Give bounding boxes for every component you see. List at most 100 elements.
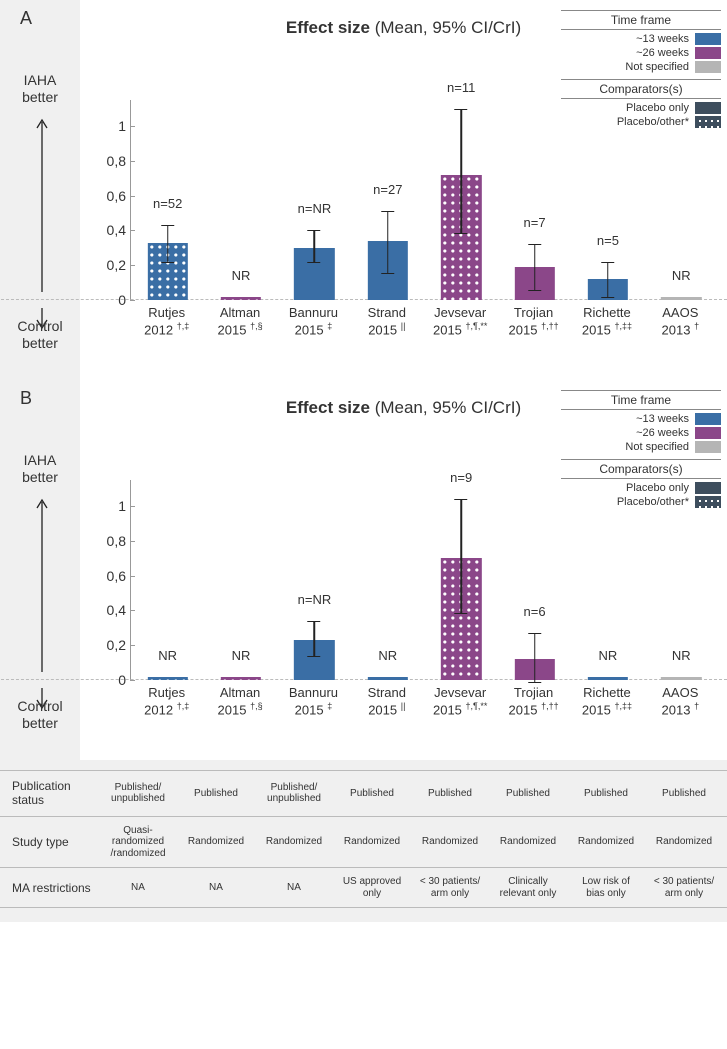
y-tick: 0 <box>91 292 126 308</box>
table-cell: Randomized <box>333 836 411 848</box>
x-label: Altman2015 †,§ <box>218 686 263 718</box>
x-label: Richette2015 †,‡‡ <box>582 686 632 718</box>
bar <box>368 677 408 680</box>
legend-swatch <box>695 33 721 45</box>
x-label: Bannuru2015 ‡ <box>289 306 338 338</box>
n-label: n=5 <box>597 233 619 248</box>
table-cell: Published <box>411 788 489 800</box>
x-label: Strand2015 || <box>368 686 406 718</box>
y-tick: 0,6 <box>91 188 126 204</box>
table-cell: NA <box>255 882 333 894</box>
bar <box>661 297 701 300</box>
legend-timeframe-header: Time frame <box>561 390 721 410</box>
legend-label: ~26 weeks <box>599 47 689 59</box>
legend-comparators-header: Comparators(s) <box>561 459 721 479</box>
panel-b: IAHAbetterControlbetterBEffect size (Mea… <box>0 380 727 760</box>
table-cell: < 30 patients/arm only <box>645 876 723 899</box>
n-label: n=52 <box>153 196 182 211</box>
n-label: n=7 <box>524 215 546 230</box>
y-tick: 0,2 <box>91 637 126 653</box>
n-label: NR <box>378 648 397 663</box>
y-tick: 0,6 <box>91 568 126 584</box>
y-tick: 0,2 <box>91 257 126 273</box>
bar <box>221 297 261 300</box>
x-labels: Rutjes2012 †,‡ Altman2015 †,§ Bannuru2015 … <box>130 306 717 366</box>
n-label: n=6 <box>524 604 546 619</box>
error-bar <box>534 633 536 683</box>
n-label: NR <box>672 648 691 663</box>
error-bar <box>607 262 609 299</box>
control-better-label: Controlbetter <box>0 318 80 352</box>
table-cell: Published/unpublished <box>99 782 177 805</box>
y-tick: 0,4 <box>91 222 126 238</box>
table-cell: Randomized <box>567 836 645 848</box>
x-label: Strand2015 || <box>368 306 406 338</box>
x-label: Jevsevar2015 †,¶,** <box>433 306 487 338</box>
x-label: Rutjes2012 †,‡ <box>144 306 189 338</box>
bar <box>221 677 261 680</box>
page: IAHAbetterControlbetterAEffect size (Mea… <box>0 0 727 922</box>
n-label: n=27 <box>373 182 402 197</box>
table-cell: Published <box>177 788 255 800</box>
legend-row: ~13 weeks <box>561 33 721 45</box>
legend-row: ~26 weeks <box>561 47 721 59</box>
table-cell: Randomized <box>411 836 489 848</box>
x-label: Rutjes2012 †,‡ <box>144 686 189 718</box>
axis-arrows-icon <box>36 114 48 334</box>
y-tick: 1 <box>91 118 126 134</box>
n-label: n=NR <box>298 592 332 607</box>
iaha-better-label: IAHAbetter <box>0 452 80 486</box>
n-label: NR <box>232 648 251 663</box>
table-cell: NA <box>177 882 255 894</box>
study-table: Publication statusPublished/unpublishedP… <box>0 760 727 922</box>
legend-label: Not specified <box>599 61 689 73</box>
y-strip: IAHAbetterControlbetter <box>0 380 80 760</box>
panel-a: IAHAbetter ControlbetterAEffect size (Mea… <box>0 0 727 380</box>
row-header: Study type <box>4 835 99 849</box>
iaha-better-label: IAHAbetter <box>0 72 80 106</box>
x-label: Trojian2015 †,†† <box>509 306 559 338</box>
x-label: Altman2015 †,§ <box>218 306 263 338</box>
legend-swatch <box>695 441 721 453</box>
table-cell: Published <box>489 788 567 800</box>
legend-swatch <box>695 61 721 73</box>
legend-row: Not specified <box>561 61 721 73</box>
legend-label: Not specified <box>599 441 689 453</box>
legend-label: ~13 weeks <box>599 33 689 45</box>
y-tick: 0,8 <box>91 153 126 169</box>
row-header: MA restrictions <box>4 881 99 895</box>
chart-area: AEffect size (Mean, 95% CI/CrI)Time fram… <box>80 0 727 380</box>
error-bar <box>460 109 462 234</box>
bar <box>588 677 628 680</box>
error-bar <box>314 230 316 263</box>
legend-comparators-header: Comparators(s) <box>561 79 721 99</box>
error-bar <box>534 244 536 291</box>
y-tick: 0,4 <box>91 602 126 618</box>
table-cell: < 30 patients/arm only <box>411 876 489 899</box>
n-label: NR <box>232 268 251 283</box>
legend-swatch <box>695 47 721 59</box>
x-labels: Rutjes2012 †,‡Altman2015 †,§Bannuru2015 … <box>130 686 717 746</box>
table-cell: Published <box>645 788 723 800</box>
n-label: n=NR <box>298 201 332 216</box>
table-cell: Randomized <box>255 836 333 848</box>
error-bar <box>387 211 389 274</box>
chart-area: BEffect size (Mean, 95% CI/CrI)Time fram… <box>80 380 727 760</box>
row-header: Publication status <box>4 779 99 808</box>
table-cell: Randomized <box>645 836 723 848</box>
y-tick: 1 <box>91 498 126 514</box>
plot-area: 00,20,40,60,81NRNRn=NRNRn=9n=6NRNR <box>130 480 717 680</box>
legend-row: Not specified <box>561 441 721 453</box>
panel-label: B <box>20 388 32 409</box>
x-label: AAOS2013 † <box>662 686 700 718</box>
x-label: AAOS2013 † <box>662 306 700 338</box>
table-cell: Randomized <box>177 836 255 848</box>
table-cell: Published/unpublished <box>255 782 333 805</box>
table-row: MA restrictionsNANANAUS approvedonly< 30… <box>0 868 727 908</box>
legend-row: ~13 weeks <box>561 413 721 425</box>
legend-row: ~26 weeks <box>561 427 721 439</box>
bar <box>148 677 188 680</box>
table-cell: Clinicallyrelevant only <box>489 876 567 899</box>
table-cell: Published <box>333 788 411 800</box>
legend-label: ~13 weeks <box>599 413 689 425</box>
